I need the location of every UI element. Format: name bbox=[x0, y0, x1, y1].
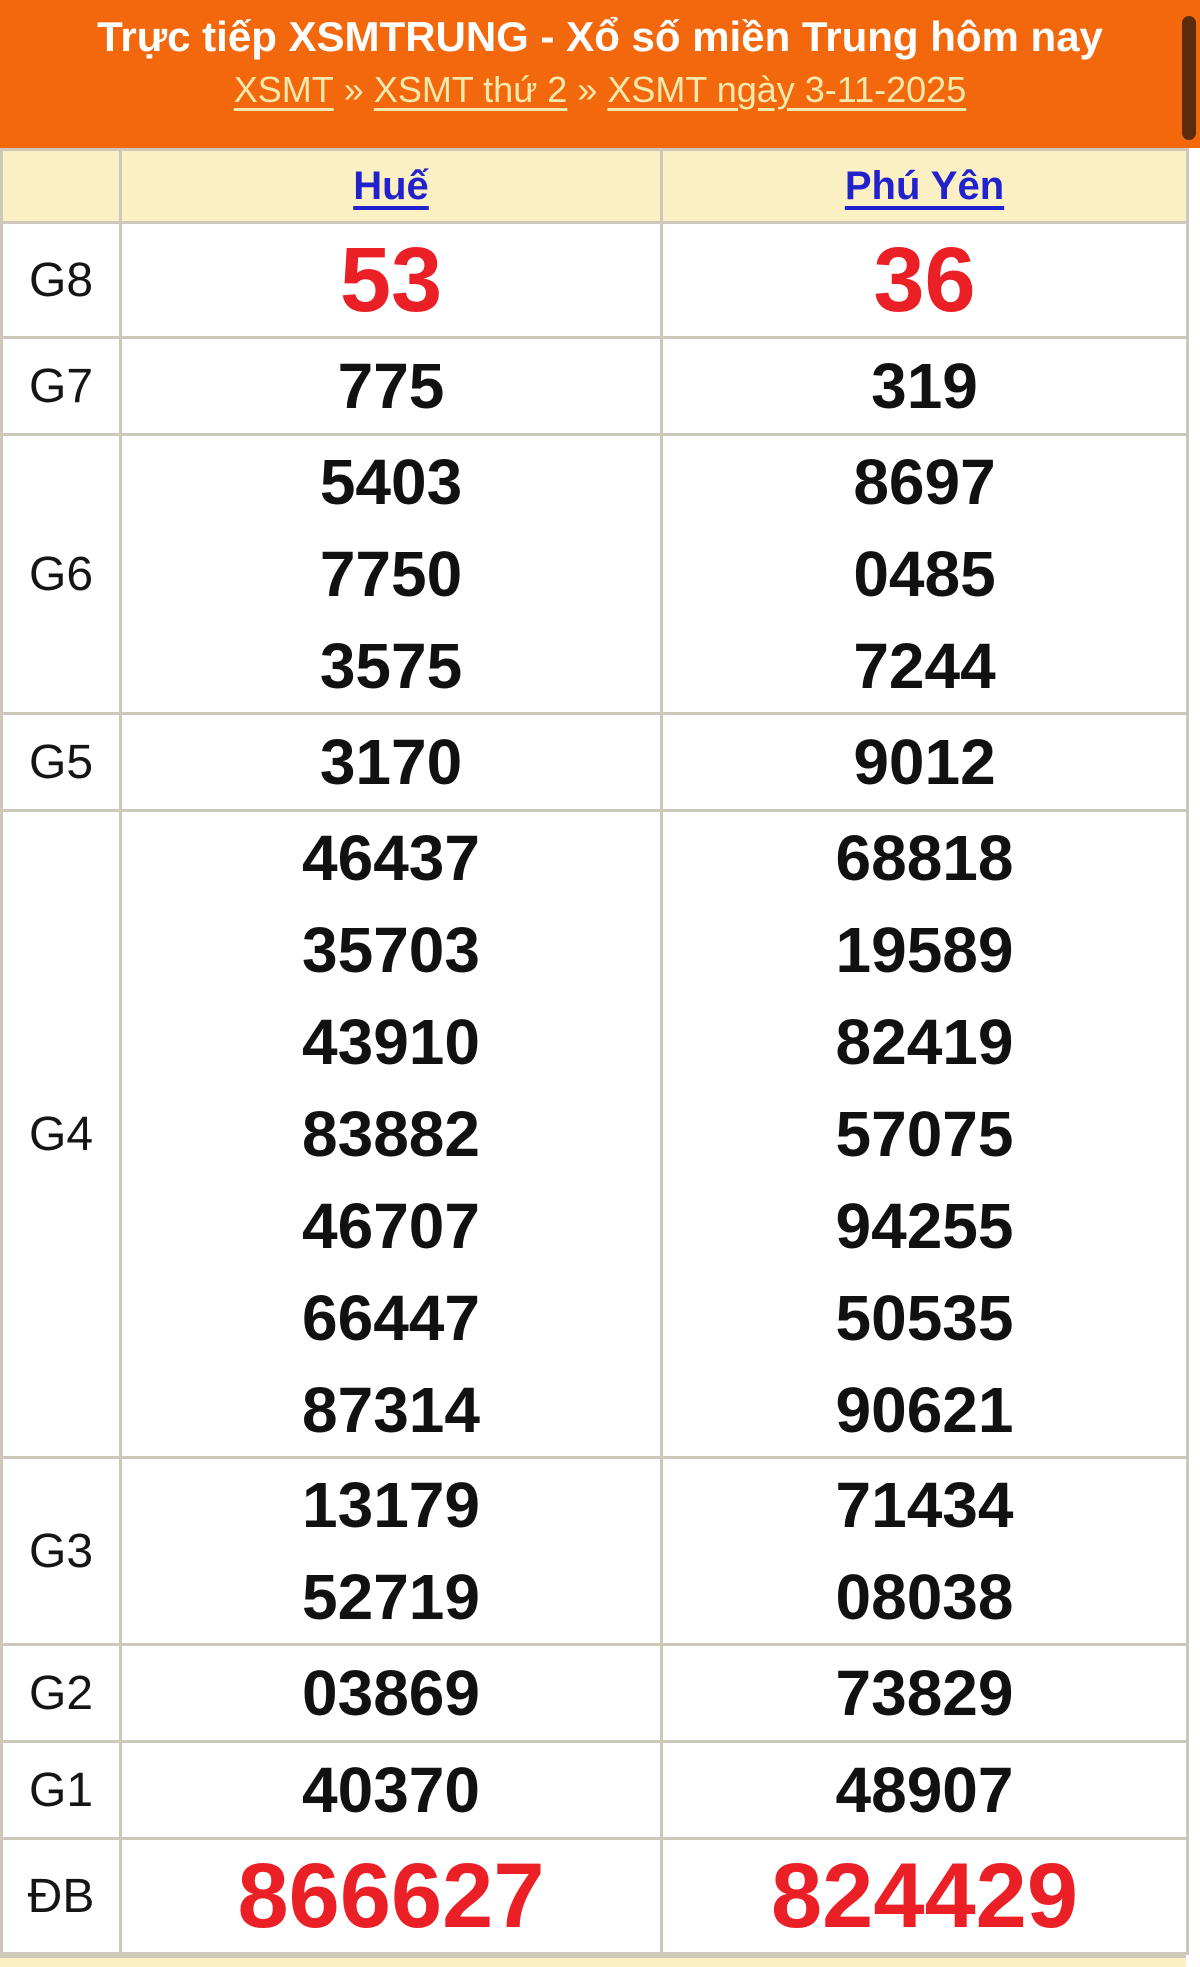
prize-label: G4 bbox=[0, 809, 122, 1459]
result-number: 7244 bbox=[853, 630, 996, 702]
result-number: 90621 bbox=[835, 1374, 1014, 1446]
result-number: 866627 bbox=[237, 1845, 545, 1947]
result-number: 46707 bbox=[302, 1190, 480, 1262]
page-title: Trực tiếp XSMTRUNG - Xổ số miền Trung hô… bbox=[97, 13, 1103, 60]
result-number: 87314 bbox=[302, 1374, 480, 1446]
result-cell: 53 bbox=[119, 221, 663, 339]
result-cell: 03869 bbox=[119, 1643, 663, 1743]
result-number: 9012 bbox=[853, 726, 996, 798]
prize-row-G1: G1 40370 48907 bbox=[0, 1740, 1189, 1840]
result-number: 36 bbox=[873, 229, 976, 331]
result-number: 0485 bbox=[853, 538, 996, 610]
prize-row-ĐB: ĐB 866627 824429 bbox=[0, 1837, 1189, 1955]
province-link[interactable]: Huế bbox=[353, 163, 429, 208]
result-number: 52719 bbox=[302, 1561, 480, 1633]
result-number: 71434 bbox=[835, 1469, 1014, 1541]
result-number: 50535 bbox=[835, 1282, 1014, 1354]
results-body: G8 53 36 G7 775 319 G6 5403 7750 3575 8697 0485 7244… bbox=[0, 221, 1189, 1955]
breadcrumb-separator: » bbox=[577, 69, 598, 110]
result-number: 82419 bbox=[835, 1006, 1014, 1078]
prize-row-G6: G6 5403 7750 3575 8697 0485 7244 bbox=[0, 433, 1189, 715]
result-number: 35703 bbox=[302, 914, 480, 986]
result-cell: 824429 bbox=[660, 1837, 1189, 1955]
result-number: 94255 bbox=[835, 1190, 1014, 1262]
result-number: 40370 bbox=[302, 1754, 480, 1826]
result-cell: 866627 bbox=[119, 1837, 663, 1955]
result-number: 73829 bbox=[835, 1657, 1014, 1729]
result-cell: 9012 bbox=[660, 712, 1189, 812]
result-number: 775 bbox=[337, 350, 445, 422]
prize-label: G8 bbox=[0, 221, 122, 339]
result-number: 48907 bbox=[835, 1754, 1014, 1826]
result-cell: 46437 35703 43910 83882 46707 66447 87314 bbox=[119, 809, 663, 1459]
result-number: 7750 bbox=[319, 538, 463, 610]
prize-row-G4: G4 46437 35703 43910 83882 46707 66447 87314 688… bbox=[0, 809, 1189, 1459]
result-number: 03869 bbox=[302, 1657, 480, 1729]
result-cell: 8697 0485 7244 bbox=[660, 433, 1189, 715]
prize-row-G3: G3 13179 52719 71434 08038 bbox=[0, 1456, 1189, 1646]
result-number: 319 bbox=[871, 350, 978, 422]
result-cell: 5403 7750 3575 bbox=[119, 433, 663, 715]
prize-label: G7 bbox=[0, 336, 122, 436]
prize-label: G6 bbox=[0, 433, 122, 715]
result-cell: 319 bbox=[660, 336, 1189, 436]
prize-label: G2 bbox=[0, 1643, 122, 1743]
result-cell: 40370 bbox=[119, 1740, 663, 1840]
result-number: 19589 bbox=[835, 914, 1014, 986]
result-number: 3575 bbox=[319, 630, 463, 702]
results-table: Huế Phú Yên G8 53 36 G7 775 319 G6 5403 7750 3575 8… bbox=[0, 148, 1189, 1955]
result-number: 3170 bbox=[319, 726, 463, 798]
result-number: 5403 bbox=[319, 446, 463, 518]
result-number: 68818 bbox=[835, 822, 1014, 894]
result-cell: 3170 bbox=[119, 712, 663, 812]
scrollbar-thumb[interactable] bbox=[1182, 16, 1196, 140]
prize-row-G8: G8 53 36 bbox=[0, 221, 1189, 339]
prize-label: ĐB bbox=[0, 1837, 122, 1955]
result-cell: 48907 bbox=[660, 1740, 1189, 1840]
breadcrumb: XSMT» XSMT thứ 2» XSMT ngày 3-11-2025 bbox=[0, 69, 1200, 111]
result-cell: 71434 08038 bbox=[660, 1456, 1189, 1646]
breadcrumb-link[interactable]: XSMT bbox=[233, 69, 334, 110]
result-cell: 68818 19589 82419 57075 94255 50535 90621 bbox=[660, 809, 1189, 1459]
prize-label: G5 bbox=[0, 712, 122, 812]
prize-row-G7: G7 775 319 bbox=[0, 336, 1189, 436]
breadcrumb-link[interactable]: XSMT thứ 2 bbox=[373, 69, 568, 110]
prize-label: G3 bbox=[0, 1456, 122, 1646]
result-number: 57075 bbox=[835, 1098, 1014, 1170]
column-header: Huế bbox=[119, 148, 663, 224]
result-number: 13179 bbox=[302, 1469, 480, 1541]
column-header: Phú Yên bbox=[660, 148, 1189, 224]
column-header-row: Huế Phú Yên bbox=[0, 148, 1189, 224]
result-cell: 36 bbox=[660, 221, 1189, 339]
result-number: 53 bbox=[339, 229, 443, 331]
prize-row-G5: G5 3170 9012 bbox=[0, 712, 1189, 812]
result-cell: 13179 52719 bbox=[119, 1456, 663, 1646]
result-number: 46437 bbox=[302, 822, 480, 894]
breadcrumb-link[interactable]: XSMT ngày 3-11-2025 bbox=[607, 69, 967, 110]
page-header: Trực tiếp XSMTRUNG - Xổ số miền Trung hô… bbox=[0, 0, 1200, 148]
result-number: 66447 bbox=[302, 1282, 480, 1354]
prize-row-G2: G2 03869 73829 bbox=[0, 1643, 1189, 1743]
result-number: 43910 bbox=[302, 1006, 480, 1078]
corner-cell bbox=[0, 148, 122, 224]
result-number: 8697 bbox=[853, 446, 996, 518]
result-cell: 73829 bbox=[660, 1643, 1189, 1743]
result-cell: 775 bbox=[119, 336, 663, 436]
result-number: 83882 bbox=[302, 1098, 480, 1170]
result-number: 824429 bbox=[771, 1845, 1078, 1947]
breadcrumb-separator: » bbox=[343, 69, 364, 110]
prize-label: G1 bbox=[0, 1740, 122, 1840]
province-link[interactable]: Phú Yên bbox=[844, 163, 1005, 208]
result-number: 08038 bbox=[835, 1561, 1014, 1633]
